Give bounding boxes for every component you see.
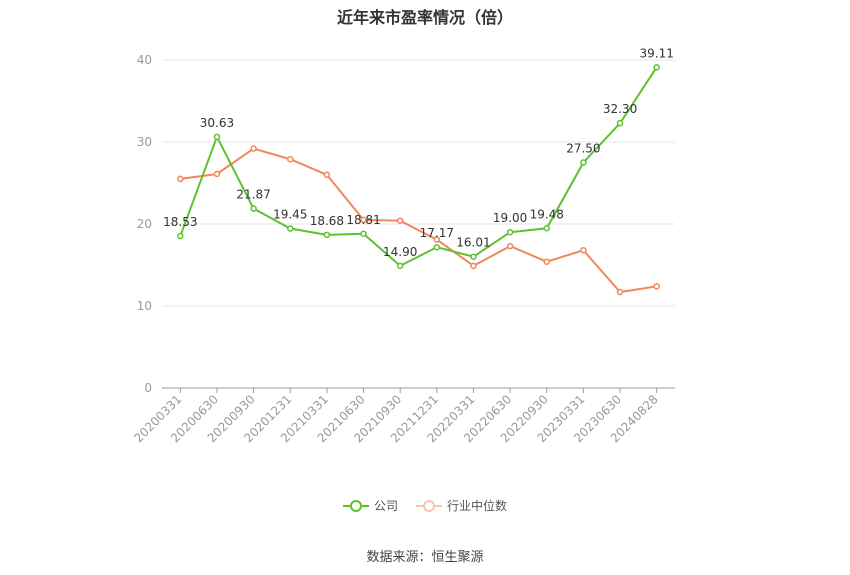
legend: 公司 行业中位数 bbox=[0, 497, 850, 514]
data-label: 16.01 bbox=[456, 236, 490, 250]
y-tick-label: 30 bbox=[137, 135, 152, 149]
industry-median-point bbox=[287, 155, 294, 163]
industry-median-point bbox=[543, 258, 550, 265]
industry-median-point bbox=[396, 217, 404, 224]
data-label: 21.87 bbox=[236, 188, 270, 202]
industry-median-point bbox=[616, 288, 624, 296]
industry-median-series-line bbox=[180, 147, 657, 294]
data-label: 17.17 bbox=[420, 226, 454, 240]
legend-industry-label: 行业中位数 bbox=[447, 499, 508, 513]
data-label: 18.53 bbox=[163, 215, 197, 229]
industry-median-point bbox=[323, 171, 331, 179]
legend-company-label: 公司 bbox=[373, 499, 398, 513]
industry-median-point bbox=[653, 283, 660, 290]
industry-median-point bbox=[177, 175, 184, 183]
industry-median-point bbox=[470, 262, 477, 270]
company-point bbox=[580, 159, 587, 166]
grid-layer bbox=[162, 59, 675, 307]
y-tick-label: 20 bbox=[137, 217, 152, 231]
company-point bbox=[287, 225, 294, 232]
company-point bbox=[470, 253, 477, 260]
legend-company-marker bbox=[342, 499, 369, 513]
data-source: 数据来源：恒生聚源 bbox=[366, 550, 484, 565]
data-label: 19.48 bbox=[530, 207, 564, 221]
data-label: 39.11 bbox=[639, 46, 673, 60]
y-tick-label: 0 bbox=[144, 381, 152, 395]
y-axis-ticks: 0 10 20 30 40 bbox=[137, 53, 152, 395]
company-point bbox=[543, 225, 550, 232]
company-point bbox=[653, 64, 660, 71]
company-point bbox=[323, 231, 331, 239]
industry-median-point bbox=[213, 170, 221, 178]
legend-item-company[interactable]: 公司 bbox=[342, 497, 398, 514]
industry-median-point bbox=[433, 236, 441, 243]
data-label: 14.90 bbox=[383, 245, 417, 259]
y-tick-label: 40 bbox=[137, 53, 152, 67]
company-point bbox=[213, 133, 221, 141]
legend-item-industry-median[interactable]: 行业中位数 bbox=[416, 497, 507, 514]
company-point bbox=[177, 232, 184, 240]
company-point bbox=[360, 230, 367, 238]
data-label: 19.45 bbox=[273, 208, 307, 222]
data-label: 27.50 bbox=[566, 142, 600, 156]
data-label: 19.00 bbox=[493, 211, 527, 225]
data-label: 30.63 bbox=[200, 116, 234, 130]
series-layer bbox=[177, 64, 660, 296]
legend-industry-marker bbox=[416, 499, 442, 513]
data-label: 18.81 bbox=[346, 213, 380, 227]
chart-title: 近年来市盈率情况（倍） bbox=[336, 8, 513, 27]
company-point bbox=[506, 228, 514, 236]
industry-median-point bbox=[360, 216, 367, 224]
company-point bbox=[396, 262, 404, 270]
x-axis-ticks: 2020033120200630202009302020123120210331… bbox=[131, 388, 661, 445]
company-series-line bbox=[179, 66, 658, 268]
industry-median-point bbox=[580, 246, 587, 254]
company-point bbox=[250, 205, 257, 212]
industry-median-point bbox=[250, 145, 257, 152]
industry-median-point bbox=[506, 242, 514, 250]
company-point bbox=[433, 243, 441, 251]
company-point bbox=[616, 119, 624, 127]
data-label: 32.30 bbox=[603, 102, 637, 116]
y-tick-label: 10 bbox=[137, 299, 152, 313]
data-label: 18.68 bbox=[310, 214, 344, 228]
